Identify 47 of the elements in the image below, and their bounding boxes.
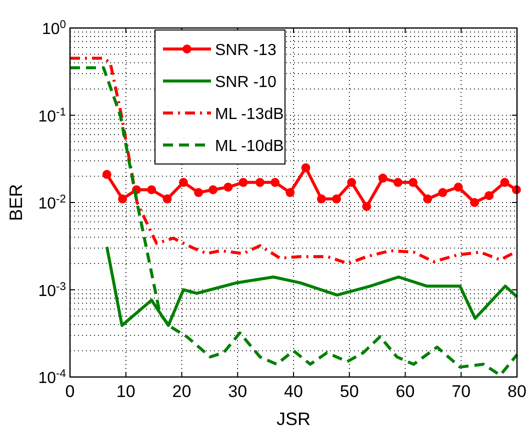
x-tick-label: 20 bbox=[172, 382, 192, 401]
line-series bbox=[68, 66, 518, 377]
x-tick-label: 30 bbox=[228, 382, 248, 401]
legend-label: ML -10dB bbox=[215, 138, 284, 155]
point bbox=[301, 163, 310, 172]
point bbox=[347, 178, 356, 187]
y-tick-label: 10$^{-2}$ bbox=[38, 194, 66, 212]
point bbox=[470, 198, 480, 207]
legend-label: SNR -10 bbox=[215, 74, 276, 91]
x-tick-label: 50 bbox=[340, 382, 359, 401]
point bbox=[270, 178, 280, 187]
legend-label: ML -13dB bbox=[215, 106, 284, 123]
x-tick-label: 70 bbox=[452, 382, 471, 401]
x-tick-label: 60 bbox=[396, 382, 415, 401]
point bbox=[484, 191, 494, 200]
point bbox=[332, 194, 342, 204]
y-tick-label: 10$^{0}$ bbox=[42, 19, 66, 38]
y-tick-label: 10$^{-4}$ bbox=[38, 368, 66, 387]
y-tick-label: 10$^{-3}$ bbox=[38, 280, 66, 300]
x-tick-label: 40 bbox=[284, 382, 303, 401]
y-tick-label: 10$^{-1}$ bbox=[38, 106, 66, 126]
point bbox=[362, 202, 372, 211]
point bbox=[118, 194, 128, 204]
point bbox=[316, 194, 326, 204]
point bbox=[147, 185, 156, 194]
point bbox=[423, 194, 432, 204]
point bbox=[454, 182, 463, 192]
point bbox=[500, 178, 510, 187]
point bbox=[162, 194, 172, 204]
point bbox=[194, 188, 204, 198]
y-axis-title: BER bbox=[6, 184, 26, 222]
point bbox=[438, 188, 448, 198]
point bbox=[393, 178, 402, 187]
point bbox=[178, 178, 188, 187]
x-tick-label: 0 bbox=[65, 382, 75, 401]
point bbox=[224, 182, 233, 192]
point bbox=[255, 178, 264, 187]
point bbox=[208, 185, 218, 194]
x-tick-label: 80 bbox=[508, 382, 526, 401]
legend-label: SNR -13 bbox=[215, 42, 276, 59]
point bbox=[102, 170, 112, 179]
point bbox=[286, 188, 295, 198]
x-tick-label: 10 bbox=[116, 382, 136, 401]
point bbox=[408, 178, 418, 187]
point bbox=[238, 178, 248, 187]
point bbox=[378, 174, 388, 183]
x-axis-title: JSR bbox=[276, 409, 311, 429]
